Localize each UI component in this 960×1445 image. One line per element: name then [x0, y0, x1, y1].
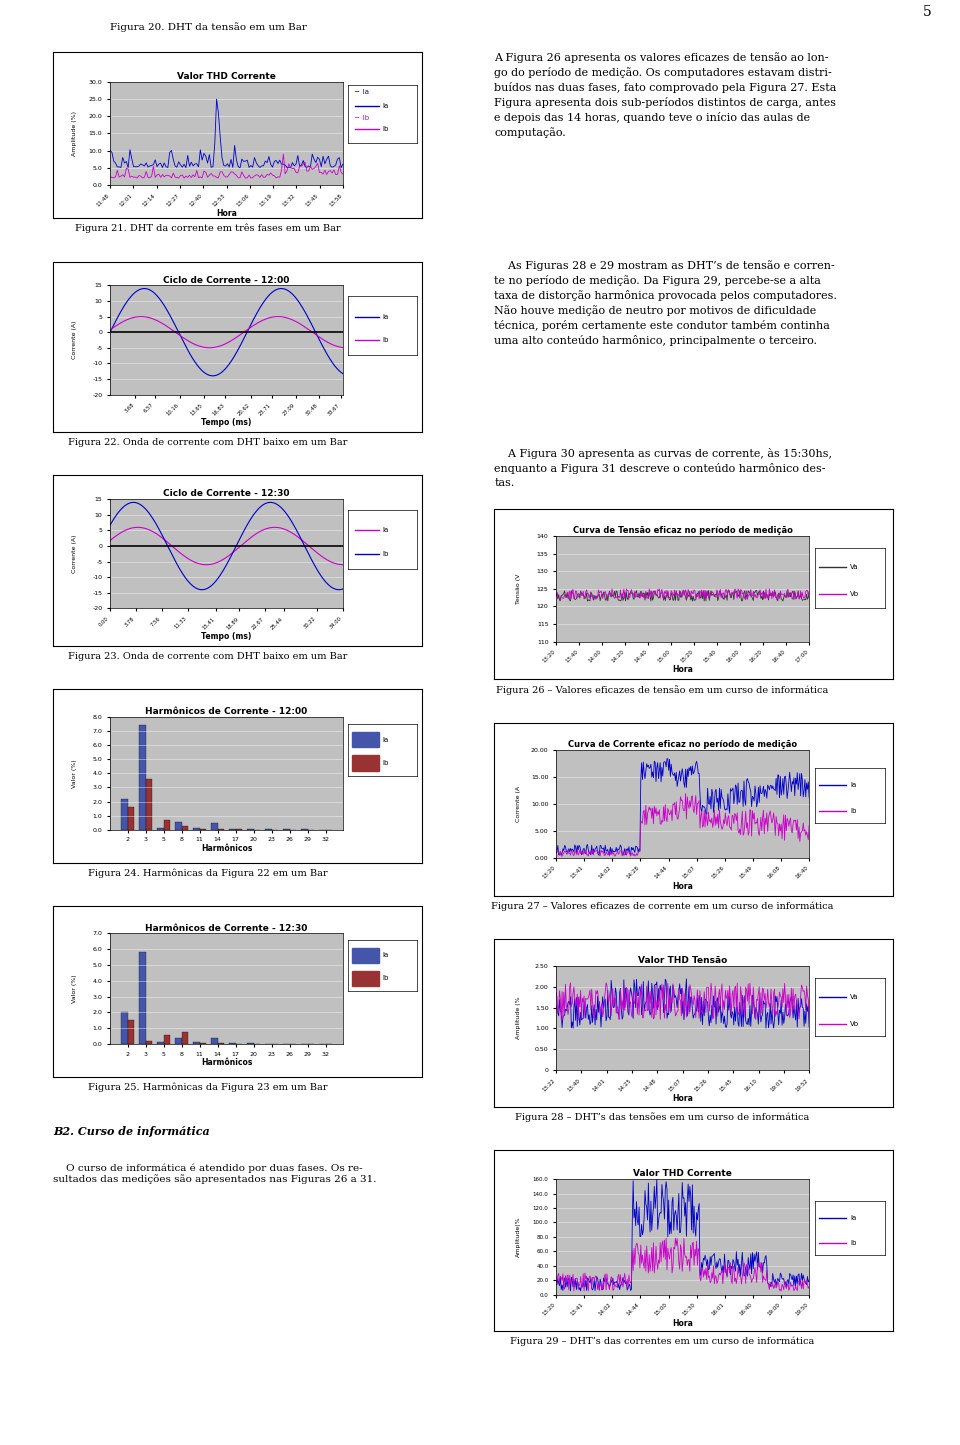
Text: A Figura 30 apresenta as curvas de corrente, às 15:30hs,
enquanto a Figura 31 de: A Figura 30 apresenta as curvas de corre…	[494, 448, 832, 487]
Text: ─  Ib: ─ Ib	[354, 116, 370, 121]
Text: Va: Va	[850, 564, 858, 569]
Text: Figura 25. Harmônicas da Figura 23 em um Bar: Figura 25. Harmônicas da Figura 23 em um…	[88, 1082, 327, 1092]
Text: Ib: Ib	[383, 551, 389, 558]
Text: Ib: Ib	[383, 760, 389, 766]
Text: Ia: Ia	[850, 1215, 856, 1221]
Bar	[138, 725, 146, 829]
Bar	[163, 1035, 170, 1045]
Text: Figura 22. Onda de corrente com DHT baixo em um Bar: Figura 22. Onda de corrente com DHT baix…	[68, 438, 348, 447]
Y-axis label: Amplitude (%): Amplitude (%)	[73, 111, 78, 156]
Bar	[352, 731, 379, 747]
Text: Ib: Ib	[383, 126, 389, 131]
Title: Curva de Tensão eficaz no período de medição: Curva de Tensão eficaz no período de med…	[573, 526, 793, 535]
Bar	[163, 819, 170, 829]
Text: Ia: Ia	[383, 952, 389, 958]
Title: Valor THD Corrente: Valor THD Corrente	[177, 72, 276, 81]
Title: Ciclo de Corrente - 12:30: Ciclo de Corrente - 12:30	[163, 490, 290, 499]
Text: Figura 26 – Valores eficazes de tensão em um curso de informática: Figura 26 – Valores eficazes de tensão e…	[495, 685, 828, 695]
Bar	[210, 1038, 218, 1045]
Bar	[128, 808, 134, 829]
Y-axis label: Valor (%): Valor (%)	[73, 759, 78, 788]
X-axis label: Harmônicos: Harmônicos	[201, 844, 252, 853]
Bar	[352, 756, 379, 770]
Bar	[181, 1032, 188, 1045]
Text: Figura 29 – DHT’s das correntes em um curso de informática: Figura 29 – DHT’s das correntes em um cu…	[510, 1337, 814, 1347]
Bar	[121, 799, 128, 829]
Y-axis label: Corrente (A): Corrente (A)	[73, 321, 78, 360]
Text: Figura 23. Onda de corrente com DHT baixo em um Bar: Figura 23. Onda de corrente com DHT baix…	[68, 652, 348, 660]
Text: Ib: Ib	[383, 975, 389, 981]
X-axis label: Hora: Hora	[216, 208, 237, 218]
Y-axis label: Valor (%): Valor (%)	[73, 974, 78, 1003]
Title: Valor THD Corrente: Valor THD Corrente	[634, 1169, 732, 1178]
Text: Ib: Ib	[850, 1240, 856, 1246]
Bar	[352, 971, 379, 985]
Text: Ib: Ib	[850, 808, 856, 814]
Bar	[146, 779, 153, 829]
Text: Vb: Vb	[850, 1020, 859, 1026]
Text: Ia: Ia	[383, 103, 389, 108]
Y-axis label: Corrente (A): Corrente (A)	[73, 535, 78, 574]
Title: Ciclo de Corrente - 12:00: Ciclo de Corrente - 12:00	[163, 276, 290, 285]
Y-axis label: Amplitude(%: Amplitude(%	[516, 1217, 520, 1257]
Y-axis label: Corrente (A: Corrente (A	[516, 786, 520, 822]
Text: Ia: Ia	[383, 737, 389, 743]
Bar	[156, 1042, 163, 1045]
Bar	[352, 948, 379, 964]
Text: 5: 5	[923, 4, 931, 19]
Text: Figura 20. DHT da tensão em um Bar: Figura 20. DHT da tensão em um Bar	[109, 22, 306, 32]
Bar	[156, 828, 163, 829]
Text: Figura 28 – DHT’s das tensões em um curso de informática: Figura 28 – DHT’s das tensões em um curs…	[515, 1113, 809, 1123]
Text: Figura 24. Harmônicas da Figura 22 em um Bar: Figura 24. Harmônicas da Figura 22 em um…	[88, 868, 328, 879]
Bar	[128, 1020, 134, 1045]
X-axis label: Tempo (ms): Tempo (ms)	[202, 418, 252, 426]
Text: As Figuras 28 e 29 mostram as DHT’s de tensão e corren-
te no período de medição: As Figuras 28 e 29 mostram as DHT’s de t…	[494, 260, 837, 345]
Text: Ia: Ia	[850, 782, 856, 789]
Bar	[146, 1040, 153, 1045]
X-axis label: Harmônicos: Harmônicos	[201, 1058, 252, 1068]
Bar	[193, 828, 200, 829]
Bar	[193, 1042, 200, 1045]
Text: Ia: Ia	[383, 527, 389, 533]
Bar	[175, 1038, 181, 1045]
Title: Harmônicos de Corrente - 12:00: Harmônicos de Corrente - 12:00	[145, 707, 307, 717]
Text: ─  Ia: ─ Ia	[354, 90, 369, 95]
Bar	[138, 952, 146, 1045]
Y-axis label: Amplitude (%: Amplitude (%	[516, 997, 520, 1039]
X-axis label: Hora: Hora	[672, 1094, 693, 1103]
Text: Ia: Ia	[383, 314, 389, 319]
Bar	[200, 1042, 206, 1045]
Text: Figura 21. DHT da corrente em três fases em um Bar: Figura 21. DHT da corrente em três fases…	[75, 224, 341, 234]
Text: A Figura 26 apresenta os valores eficazes de tensão ao lon-
go do período de med: A Figura 26 apresenta os valores eficaze…	[494, 52, 837, 137]
Title: Harmônicos de Corrente - 12:30: Harmônicos de Corrente - 12:30	[145, 923, 308, 932]
X-axis label: Hora: Hora	[672, 666, 693, 675]
Text: Figura 27 – Valores eficazes de corrente em um curso de informática: Figura 27 – Valores eficazes de corrente…	[491, 902, 833, 912]
Title: Valor THD Tensão: Valor THD Tensão	[638, 957, 728, 965]
Text: Va: Va	[850, 994, 858, 1000]
Y-axis label: Tensão (V: Tensão (V	[516, 574, 520, 604]
Text: Vb: Vb	[850, 591, 859, 597]
Bar	[210, 824, 218, 829]
Text: Ib: Ib	[383, 337, 389, 344]
X-axis label: Hora: Hora	[672, 881, 693, 890]
Text: O curso de informática é atendido por duas fases. Os re-
sultados das medições s: O curso de informática é atendido por du…	[53, 1163, 376, 1183]
Bar	[121, 1013, 128, 1045]
Title: Curva de Corrente eficaz no período de medição: Curva de Corrente eficaz no período de m…	[568, 740, 797, 750]
X-axis label: Hora: Hora	[672, 1318, 693, 1328]
Bar	[175, 822, 181, 829]
X-axis label: Tempo (ms): Tempo (ms)	[202, 631, 252, 640]
Bar	[181, 827, 188, 829]
Text: B2. Curso de informática: B2. Curso de informática	[53, 1126, 209, 1137]
